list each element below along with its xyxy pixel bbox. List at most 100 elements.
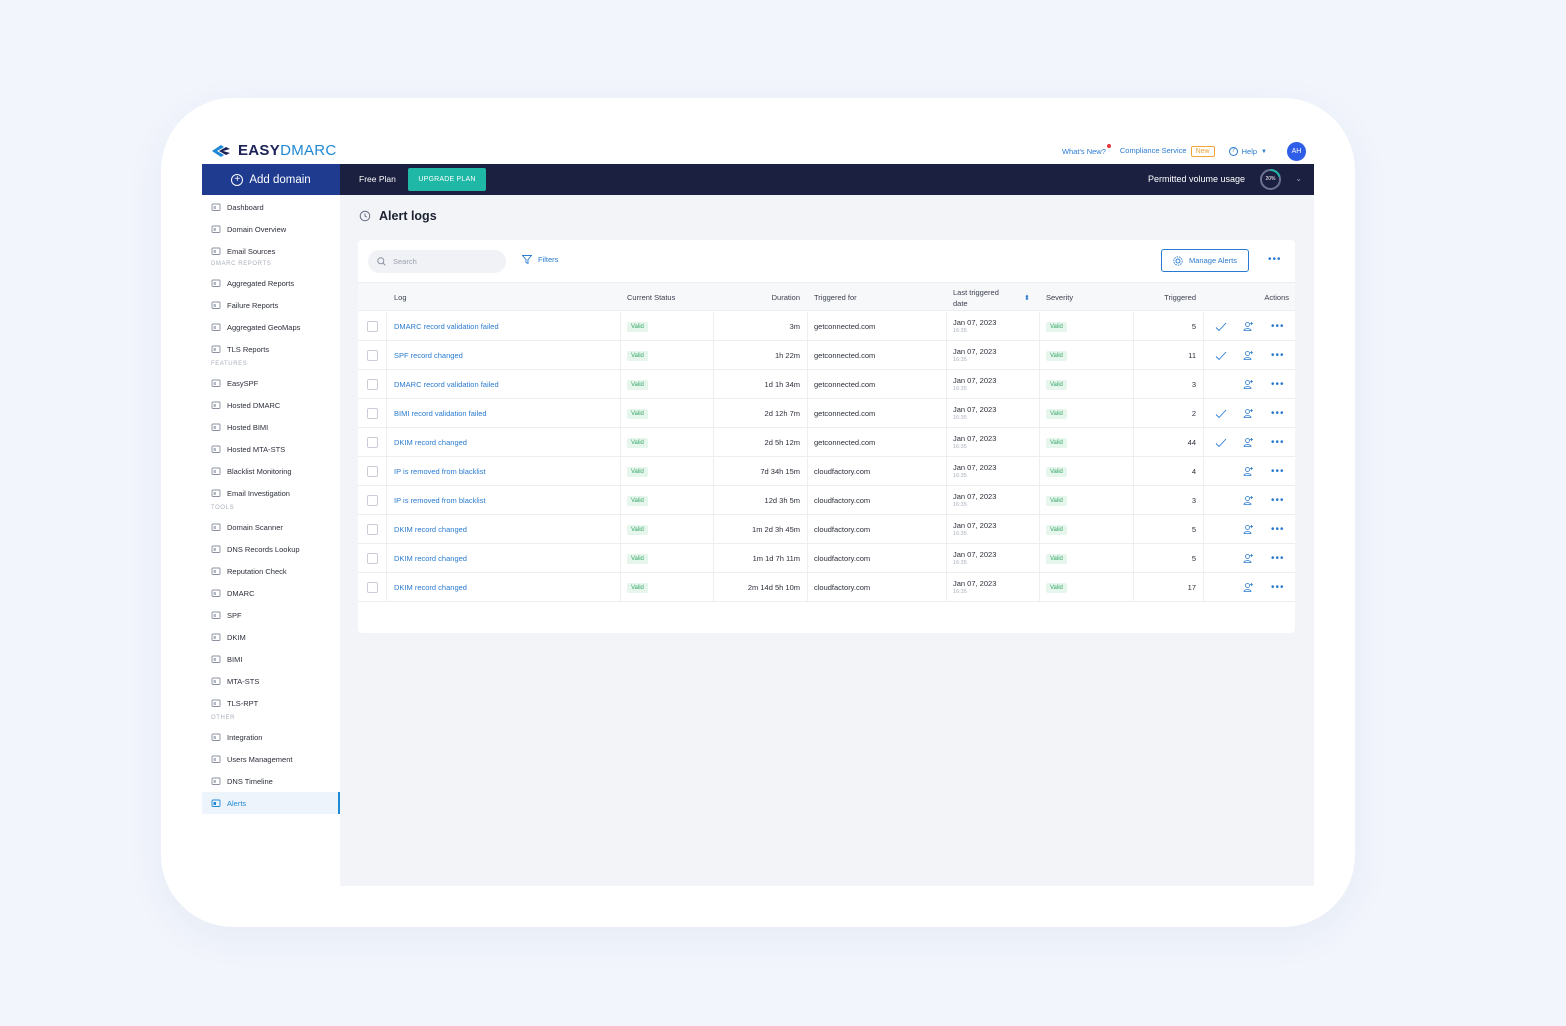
log-link[interactable]: DKIM record changed <box>394 583 467 592</box>
avatar[interactable]: AH <box>1287 142 1306 161</box>
checkbox[interactable] <box>367 408 378 419</box>
table-row[interactable]: DKIM record changed Valid 1m 2d 3h 45m clou… <box>358 515 1295 544</box>
log-link[interactable]: DMARC record validation failed <box>394 380 499 389</box>
row-more-icon[interactable]: ••• <box>1271 582 1285 593</box>
sidebar-item-dashboard[interactable]: Dashboard <box>211 197 264 217</box>
sidebar-item-email-sources[interactable]: Email Sources <box>211 241 275 261</box>
sidebar-item-hosted-mta-sts[interactable]: Hosted MTA-STS <box>211 439 285 459</box>
sidebar-item-dmarc[interactable]: DMARC <box>211 583 255 603</box>
sidebar-item-email-investigation[interactable]: Email Investigation <box>211 483 290 503</box>
sidebar-item-reputation-check[interactable]: Reputation Check <box>211 561 287 581</box>
row-more-icon[interactable]: ••• <box>1271 408 1285 419</box>
help-menu[interactable]: ? Help ▼ <box>1228 147 1267 156</box>
row-checkbox[interactable] <box>367 457 378 486</box>
checkbox[interactable] <box>367 495 378 506</box>
col-duration[interactable]: Duration <box>771 293 800 302</box>
checkbox[interactable] <box>367 437 378 448</box>
checkbox[interactable] <box>367 524 378 535</box>
table-row[interactable]: BIMI record validation failed Valid 2d 12h… <box>358 399 1295 428</box>
sidebar-item-mta-sts[interactable]: MTA-STS <box>211 671 259 691</box>
more-options-icon[interactable]: ••• <box>1268 254 1282 265</box>
row-checkbox[interactable] <box>367 399 378 428</box>
log-link[interactable]: SPF record changed <box>394 351 463 360</box>
row-checkbox[interactable] <box>367 428 378 457</box>
sidebar-item-aggregated-geomaps[interactable]: Aggregated GeoMaps <box>211 317 300 337</box>
sidebar-item-blacklist-monitoring[interactable]: Blacklist Monitoring <box>211 461 292 481</box>
assign-users-icon[interactable] <box>1243 486 1254 515</box>
row-more-icon[interactable]: ••• <box>1271 495 1285 506</box>
manage-alerts-button[interactable]: Manage Alerts <box>1161 249 1249 272</box>
sidebar-item-easyspf[interactable]: EasySPF <box>211 373 258 393</box>
checkbox[interactable] <box>367 582 378 593</box>
row-checkbox[interactable] <box>367 370 378 399</box>
checkbox[interactable] <box>367 553 378 564</box>
assign-users-icon[interactable] <box>1243 573 1254 602</box>
usage-gauge[interactable]: 20% <box>1259 168 1282 191</box>
table-row[interactable]: SPF record changed Valid 1h 22m getconnecte… <box>358 341 1295 370</box>
row-checkbox[interactable] <box>367 312 378 341</box>
log-link[interactable]: IP is removed from blacklist <box>394 467 486 476</box>
checkbox[interactable] <box>367 379 378 390</box>
filters-button[interactable]: Filters <box>522 255 558 264</box>
sidebar-item-domain-scanner[interactable]: Domain Scanner <box>211 517 283 537</box>
row-checkbox[interactable] <box>367 486 378 515</box>
log-link[interactable]: BIMI record validation failed <box>394 409 487 418</box>
col-triggered-for[interactable]: Triggered for <box>814 293 857 302</box>
col-triggered[interactable]: Triggered <box>1164 293 1196 302</box>
row-more-icon[interactable]: ••• <box>1271 524 1285 535</box>
resolve-check-icon[interactable] <box>1215 341 1227 370</box>
whats-new-link[interactable]: What's New? <box>1062 144 1111 156</box>
row-checkbox[interactable] <box>367 341 378 370</box>
row-checkbox[interactable] <box>367 515 378 544</box>
table-row[interactable]: DKIM record changed Valid 1m 1d 7h 11m clou… <box>358 544 1295 573</box>
table-row[interactable]: IP is removed from blacklist Valid 12d 3h … <box>358 486 1295 515</box>
add-domain-button[interactable]: + Add domain <box>202 164 340 195</box>
sidebar-item-hosted-dmarc[interactable]: Hosted DMARC <box>211 395 280 415</box>
assign-users-icon[interactable] <box>1243 515 1254 544</box>
row-more-icon[interactable]: ••• <box>1271 350 1285 361</box>
log-link[interactable]: DKIM record changed <box>394 554 467 563</box>
assign-users-icon[interactable] <box>1243 457 1254 486</box>
assign-users-icon[interactable] <box>1243 370 1254 399</box>
assign-users-icon[interactable] <box>1243 399 1254 428</box>
resolve-check-icon[interactable] <box>1215 399 1227 428</box>
sort-icon[interactable]: ⬍ <box>1024 294 1030 302</box>
assign-users-icon[interactable] <box>1243 428 1254 457</box>
table-row[interactable]: IP is removed from blacklist Valid 7d 34h … <box>358 457 1295 486</box>
sidebar-item-users-management[interactable]: Users Management <box>211 749 292 769</box>
col-severity[interactable]: Severity <box>1046 293 1074 302</box>
sidebar-item-spf[interactable]: SPF <box>211 605 242 625</box>
sidebar-item-tls-rpt[interactable]: TLS-RPT <box>211 693 258 713</box>
chevron-down-icon[interactable]: ⌄ <box>1295 174 1302 183</box>
log-link[interactable]: IP is removed from blacklist <box>394 496 486 505</box>
checkbox[interactable] <box>367 321 378 332</box>
table-row[interactable]: DKIM record changed Valid 2d 5h 12m getconn… <box>358 428 1295 457</box>
row-more-icon[interactable]: ••• <box>1271 466 1285 477</box>
sidebar-item-integration[interactable]: Integration <box>211 727 262 747</box>
row-checkbox[interactable] <box>367 573 378 602</box>
table-row[interactable]: DMARC record validation failed Valid 1d 1h… <box>358 370 1295 399</box>
checkbox[interactable] <box>367 350 378 361</box>
row-more-icon[interactable]: ••• <box>1271 321 1285 332</box>
sidebar-item-dns-timeline[interactable]: DNS Timeline <box>211 771 273 791</box>
sidebar-item-failure-reports[interactable]: Failure Reports <box>211 295 278 315</box>
logo[interactable]: EASYDMARC <box>210 142 337 159</box>
log-link[interactable]: DKIM record changed <box>394 525 467 534</box>
row-more-icon[interactable]: ••• <box>1271 553 1285 564</box>
sidebar-item-dkim[interactable]: DKIM <box>211 627 246 647</box>
sidebar-item-domain-overview[interactable]: Domain Overview <box>211 219 286 239</box>
compliance-service-link[interactable]: Compliance Service New <box>1120 146 1215 157</box>
sidebar-item-bimi[interactable]: BIMI <box>211 649 242 669</box>
resolve-check-icon[interactable] <box>1215 428 1227 457</box>
resolve-check-icon[interactable] <box>1215 312 1227 341</box>
row-checkbox[interactable] <box>367 544 378 573</box>
sidebar-item-tls-reports[interactable]: TLS Reports <box>211 339 269 359</box>
sidebar-item-alerts[interactable]: Alerts <box>211 793 246 813</box>
col-log[interactable]: Log <box>394 293 407 302</box>
sidebar-item-dns-records-lookup[interactable]: DNS Records Lookup <box>211 539 300 559</box>
row-more-icon[interactable]: ••• <box>1271 379 1285 390</box>
assign-users-icon[interactable] <box>1243 341 1254 370</box>
assign-users-icon[interactable] <box>1243 544 1254 573</box>
row-more-icon[interactable]: ••• <box>1271 437 1285 448</box>
assign-users-icon[interactable] <box>1243 312 1254 341</box>
